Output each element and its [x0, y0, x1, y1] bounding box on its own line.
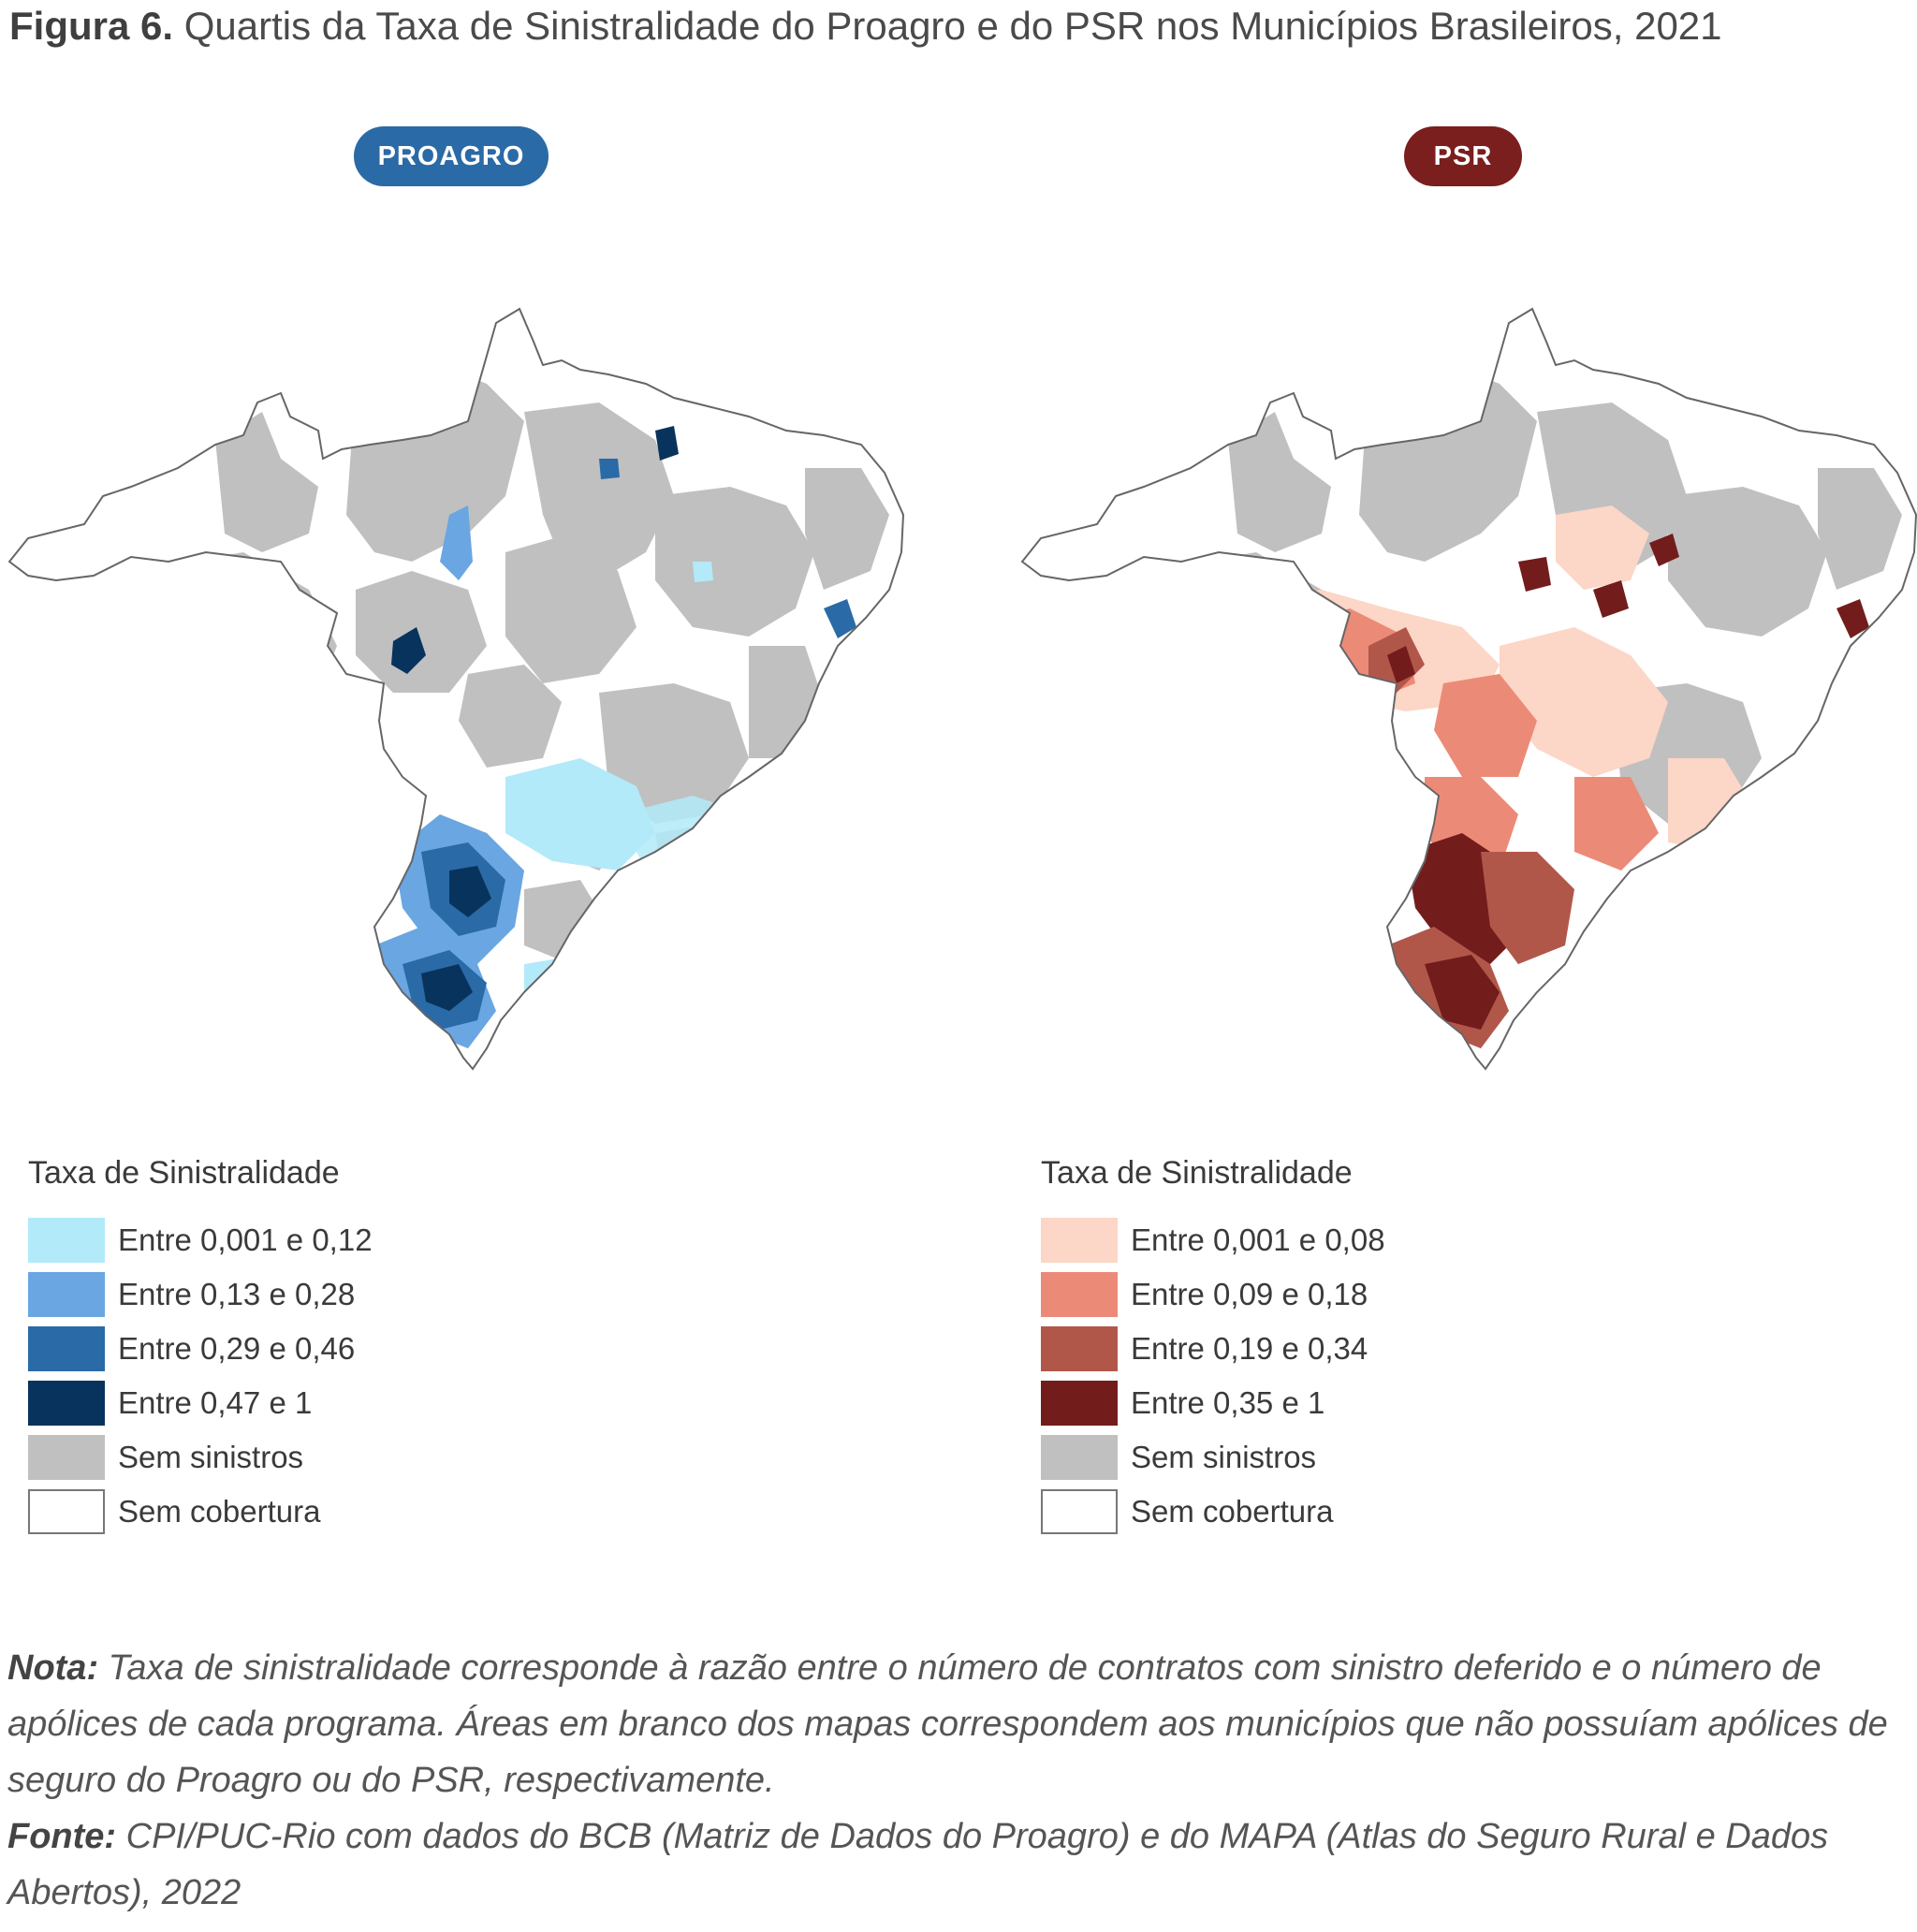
psr-badge: PSR: [1404, 126, 1522, 186]
psr-legend: Taxa de Sinistralidade Entre 0,001 e 0,0…: [1041, 1155, 1602, 1539]
proagro-badge: PROAGRO: [354, 126, 549, 186]
proagro-legend-item: Sem cobertura: [28, 1485, 590, 1539]
proagro-legend-item: Sem sinistros: [28, 1430, 590, 1485]
psr-legend-item: Sem sinistros: [1041, 1430, 1602, 1485]
figure-label: Figura 6.: [9, 4, 174, 48]
proagro-legend-item: Entre 0,47 e 1: [28, 1376, 590, 1430]
fonte-paragraph: Fonte: CPI/PUC-Rio com dados do BCB (Mat…: [7, 1808, 1898, 1921]
psr-legend-item: Entre 0,19 e 0,34: [1041, 1322, 1602, 1376]
legend-swatch: [28, 1435, 105, 1480]
legend-swatch: [28, 1272, 105, 1317]
proagro-legend-item: Entre 0,29 e 0,46: [28, 1322, 590, 1376]
psr-legend-item: Sem cobertura: [1041, 1485, 1602, 1539]
psr-legend-item: Entre 0,001 e 0,08: [1041, 1213, 1602, 1267]
legend-label: Sem cobertura: [1131, 1494, 1334, 1529]
legend-swatch: [1041, 1218, 1118, 1263]
legend-swatch: [1041, 1381, 1118, 1426]
legend-swatch: [28, 1381, 105, 1426]
fonte-label: Fonte:: [7, 1817, 117, 1856]
legend-swatch: [1041, 1272, 1118, 1317]
legend-swatch: [1041, 1435, 1118, 1480]
psr-map: [1020, 307, 1917, 1071]
legend-label: Sem sinistros: [1131, 1440, 1317, 1474]
psr-legend-item: Entre 0,09 e 0,18: [1041, 1267, 1602, 1322]
figure-notes: Nota: Taxa de sinistralidade corresponde…: [7, 1640, 1898, 1921]
legend-label: Entre 0,13 e 0,28: [118, 1277, 356, 1311]
psr-legend-item: Entre 0,35 e 1: [1041, 1376, 1602, 1430]
nota-paragraph: Nota: Taxa de sinistralidade corresponde…: [7, 1640, 1898, 1808]
legend-label: Entre 0,001 e 0,12: [118, 1222, 373, 1257]
legend-label: Entre 0,47 e 1: [118, 1385, 313, 1420]
legend-label: Entre 0,29 e 0,46: [118, 1331, 356, 1366]
nota-label: Nota:: [7, 1648, 99, 1688]
legend-label: Entre 0,19 e 0,34: [1131, 1331, 1368, 1366]
legend-swatch: [28, 1218, 105, 1263]
figure-title: Figura 6. Quartis da Taxa de Sinistralid…: [9, 2, 1722, 51]
psr-legend-title: Taxa de Sinistralidade: [1041, 1155, 1353, 1191]
legend-label: Entre 0,09 e 0,18: [1131, 1277, 1368, 1311]
legend-swatch: [1041, 1489, 1118, 1534]
legend-swatch: [28, 1326, 105, 1371]
proagro-legend: Taxa de Sinistralidade Entre 0,001 e 0,1…: [28, 1155, 590, 1539]
proagro-legend-item: Entre 0,13 e 0,28: [28, 1267, 590, 1322]
legend-swatch: [1041, 1326, 1118, 1371]
fonte-text: CPI/PUC-Rio com dados do BCB (Matriz de …: [7, 1817, 1829, 1912]
legend-swatch: [28, 1489, 105, 1534]
legend-label: Sem sinistros: [118, 1440, 304, 1474]
legend-label: Entre 0,35 e 1: [1131, 1385, 1325, 1420]
figure-title-text: Quartis da Taxa de Sinistralidade do Pro…: [183, 4, 1722, 48]
nota-text: Taxa de sinistralidade corresponde à raz…: [7, 1648, 1888, 1800]
proagro-legend-item: Entre 0,001 e 0,12: [28, 1213, 590, 1267]
proagro-map: [7, 307, 905, 1071]
legend-label: Entre 0,001 e 0,08: [1131, 1222, 1385, 1257]
legend-label: Sem cobertura: [118, 1494, 321, 1529]
proagro-legend-title: Taxa de Sinistralidade: [28, 1155, 340, 1191]
